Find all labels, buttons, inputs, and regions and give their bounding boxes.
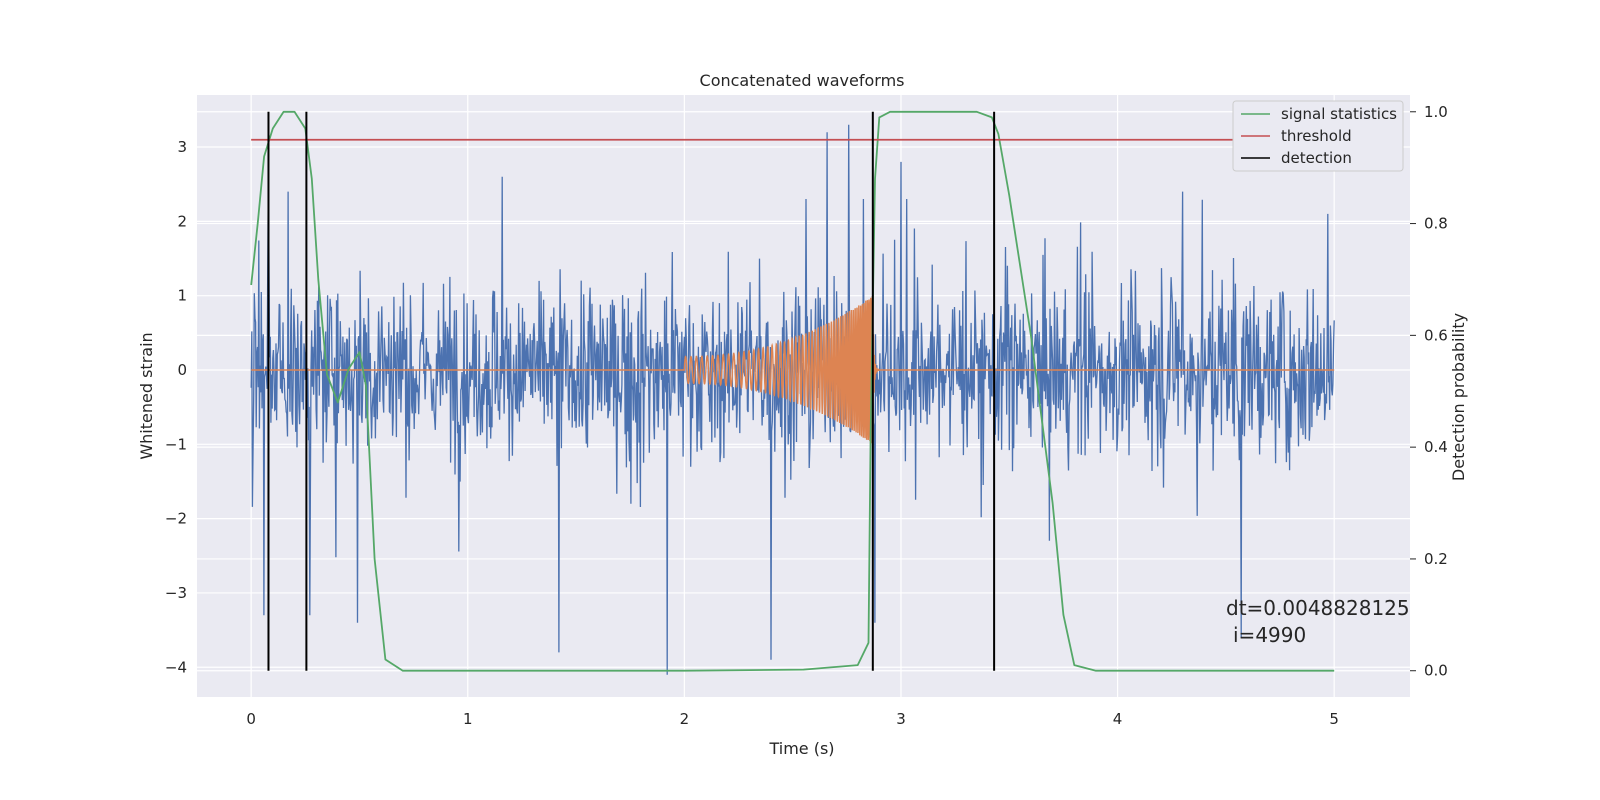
y2-tick-label: 0.8 <box>1424 215 1448 233</box>
y2-tick-label: 0.0 <box>1424 662 1448 680</box>
x-axis-label: Time (s) <box>768 739 834 758</box>
x-tick-label: 5 <box>1329 710 1339 728</box>
x-tick-label: 0 <box>246 710 256 728</box>
y2-tick-label: 0.2 <box>1424 550 1448 568</box>
annotation-dt: dt=0.0048828125 <box>1226 596 1410 620</box>
legend: signal statistics threshold detection <box>1232 100 1404 172</box>
legend-label-threshold: threshold <box>1281 127 1352 145</box>
legend-box <box>1232 100 1404 172</box>
y2-tick-label: 0.6 <box>1424 326 1448 344</box>
tick-labels: 0 1 2 3 4 5 3 2 1 0 −1 −2 −3 −4 1.0 0.8 0.6 0.4 0.2 0.0 <box>165 103 1448 728</box>
y-axis-label: Whitened strain <box>137 332 156 459</box>
data-layer <box>250 110 1335 675</box>
x-tick-label: 3 <box>896 710 906 728</box>
y-tick-label: 1 <box>177 287 187 305</box>
y-tick-label: 2 <box>177 212 187 230</box>
chart-title: Concatenated waveforms <box>700 71 905 90</box>
y2-tick-label: 0.4 <box>1424 438 1448 456</box>
legend-label-signal-statistics: signal statistics <box>1281 105 1397 123</box>
y-tick-label: 3 <box>177 138 187 156</box>
x-tick-label: 2 <box>680 710 690 728</box>
series-signal-statistics <box>250 110 1335 672</box>
y-tick-label: −2 <box>165 510 187 528</box>
y-tick-label: −3 <box>165 584 187 602</box>
y-tick-label: 0 <box>177 361 187 379</box>
y-tick-label: −1 <box>165 435 187 453</box>
annotation-i: i=4990 <box>1233 623 1306 647</box>
x-tick-label: 1 <box>463 710 473 728</box>
y2-tick-label: 1.0 <box>1424 103 1448 121</box>
legend-label-detection: detection <box>1281 149 1352 167</box>
y2-axis-label: Detection probability <box>1449 313 1468 481</box>
x-tick-label: 4 <box>1113 710 1123 728</box>
y-tick-label: −4 <box>165 658 187 676</box>
series-chirp-waveform <box>251 296 1335 444</box>
